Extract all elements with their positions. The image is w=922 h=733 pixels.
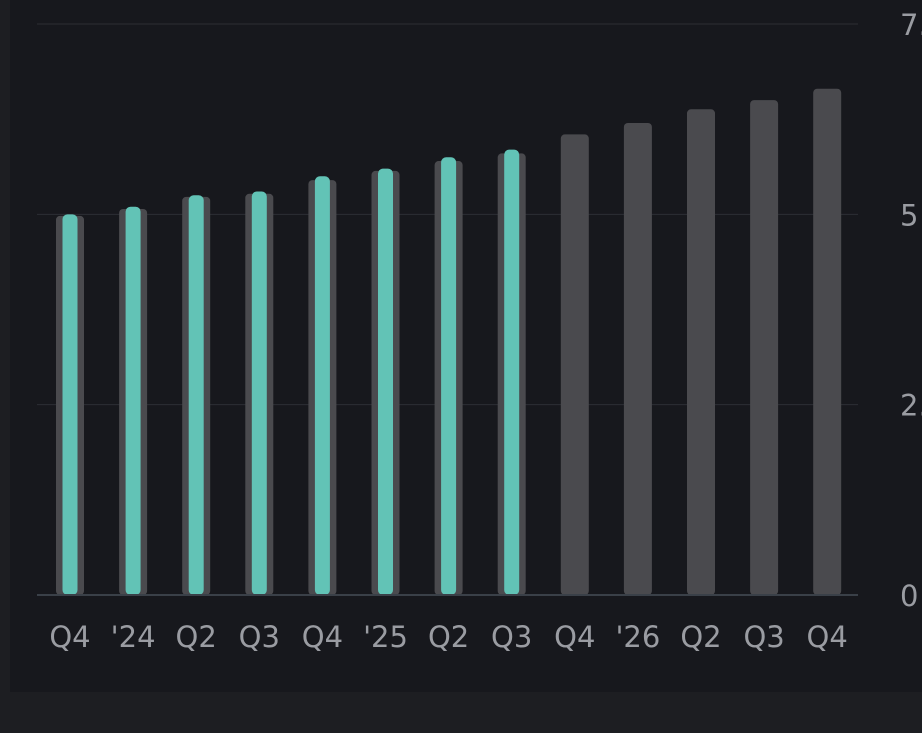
x-tick-label: Q2 xyxy=(176,620,217,654)
y-axis-tick-labels: 0 2.5 5 7.5 xyxy=(900,8,922,613)
actual-bars xyxy=(62,149,520,596)
actual-bar xyxy=(504,149,520,595)
x-tick-label: '24 xyxy=(111,620,156,654)
estimate-bar xyxy=(560,134,589,596)
x-tick-label: '26 xyxy=(615,620,660,654)
estimate-bar xyxy=(623,122,652,596)
actual-bar xyxy=(378,168,393,596)
estimate-bar xyxy=(687,109,715,595)
actual-bar xyxy=(125,206,141,595)
actual-bar xyxy=(62,214,78,596)
actual-bar xyxy=(251,191,267,595)
x-tick-label: '25 xyxy=(363,620,408,654)
y-tick-label: 2.5 xyxy=(900,389,922,423)
x-tick-label: Q3 xyxy=(239,620,280,654)
y-tick-label: 7.5 xyxy=(900,8,922,42)
x-tick-label: Q4 xyxy=(807,620,848,654)
estimate-bar xyxy=(750,100,779,595)
actual-bar xyxy=(314,176,330,595)
y-tick-label: 0 xyxy=(900,579,918,613)
estimate-bar xyxy=(813,88,842,596)
actual-bar xyxy=(441,157,457,595)
y-tick-label: 5 xyxy=(900,198,918,232)
x-tick-label: Q2 xyxy=(428,620,469,654)
x-tick-label: Q2 xyxy=(680,620,721,654)
x-tick-label: Q3 xyxy=(491,620,532,654)
x-tick-label: Q4 xyxy=(302,620,343,654)
x-axis-tick-labels: Q4 '24 Q2 Q3 Q4 '25 Q2 Q3 Q4 '26 Q2 Q3 Q4 xyxy=(49,620,847,654)
actual-bar xyxy=(188,195,204,596)
x-tick-label: Q4 xyxy=(554,620,595,654)
x-tick-label: Q4 xyxy=(49,620,90,654)
x-tick-label: Q3 xyxy=(743,620,784,654)
